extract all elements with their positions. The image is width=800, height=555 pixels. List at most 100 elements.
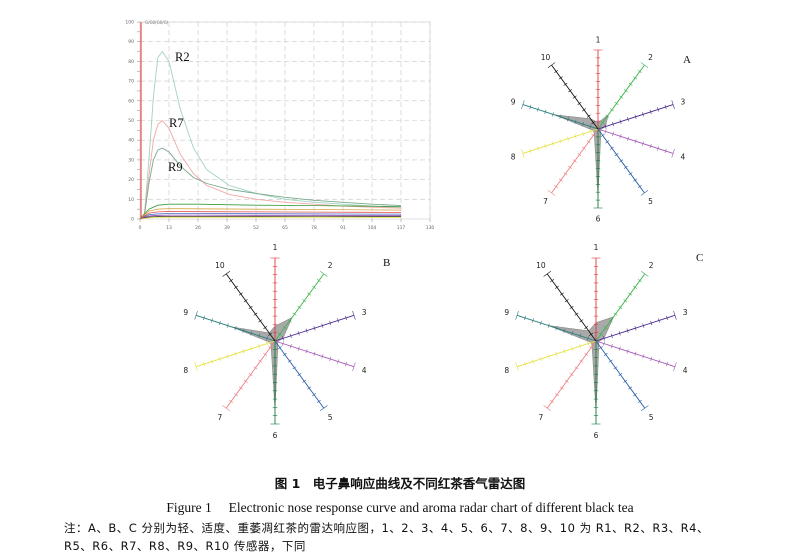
radar-axis-tick (664, 104, 667, 110)
y-tick-label: 60 (128, 98, 134, 104)
radar-axis-tick (234, 285, 238, 289)
y-tick-label: 90 (128, 39, 134, 45)
figure-note-line-1: 注：A、B、C 分别为轻、适度、重萎凋红茶的雷达响应图，1、2、3、4、5、6、… (64, 521, 709, 535)
radar-axis-tick (292, 366, 297, 370)
radar-axis-tick (626, 328, 629, 333)
x-tick-label: 130 (426, 225, 435, 231)
radar-axis-tick (587, 336, 590, 341)
radar-axis-tick (550, 279, 555, 283)
radar-axis-tick (637, 69, 642, 74)
radar-axis-tick (194, 310, 198, 320)
radar-axis-tick (584, 352, 589, 356)
radar-axis-tick (555, 325, 558, 331)
radar-axis-tick (650, 356, 653, 362)
radar-axis-tick (266, 336, 269, 341)
radar-axis-label-8: 8 (183, 366, 188, 375)
series-line-r2 (139, 50, 402, 220)
radar-axis-tick (515, 310, 519, 320)
radar-axis-tick (558, 76, 563, 80)
radar-axis-tick (302, 299, 307, 303)
radar-axis-tick (619, 119, 622, 124)
radar-axis-tick (666, 315, 669, 321)
radar-axis-tick (536, 107, 539, 112)
radar-axis-tick (531, 318, 534, 323)
radar-axis-tick (613, 312, 618, 316)
radar-axis-tick (610, 343, 613, 349)
radar-axis-tick (637, 399, 642, 403)
radar-axis-label-9: 9 (183, 308, 188, 317)
radar-axis-tick (658, 318, 661, 323)
radar-axis-tick (579, 319, 584, 323)
radar-axis-tick (253, 312, 258, 316)
radar-axis-tick (574, 312, 579, 316)
radar-axis-tick (302, 379, 307, 383)
radar-axis-tick (566, 117, 569, 122)
radar-axis-label-3: 3 (362, 308, 367, 317)
radar-axis-tick (614, 153, 619, 157)
radar-axis-label-8: 8 (511, 153, 516, 162)
radar-axis-tick (551, 141, 554, 146)
radar-axis-tick (345, 315, 348, 321)
radar-axis-label-10: 10 (215, 261, 225, 270)
radar-axis-tick (589, 332, 594, 336)
radar-axis-tick (633, 285, 637, 289)
radar-axis-tick (329, 356, 332, 362)
radar-axis-tick (555, 285, 559, 289)
radar-axis-tick (521, 149, 525, 158)
radar-axis-tick (544, 143, 547, 149)
radar-axis-tick (604, 124, 607, 129)
radar-axis-label-1: 1 (594, 243, 599, 252)
radar-axis-tick (569, 373, 574, 377)
radar-axis-tick (564, 299, 569, 303)
radar-axis-tick (258, 319, 263, 323)
radar-axis-tick (523, 361, 526, 367)
radar-axis-tick (345, 361, 348, 367)
radar-axis-tick (637, 279, 642, 283)
radar-axis-label-9: 9 (504, 308, 509, 317)
radar-axis-tick (312, 393, 316, 397)
radar-axis-tick (202, 361, 205, 367)
radar-axis-tick (623, 379, 628, 383)
caption-chinese: 图 1 电子鼻响应曲线及不同红茶香气雷达图 (274, 476, 526, 491)
radar-axis-tick (248, 305, 253, 309)
radar-axis-label-2: 2 (649, 261, 654, 270)
radar-axis-tick (297, 331, 300, 336)
radar-axis-tick (515, 362, 519, 372)
radar-axis-tick (547, 323, 550, 328)
series-line-sensor-8 (139, 215, 401, 220)
radar-axis-tick (640, 190, 649, 196)
radar-axis-tick (250, 346, 253, 351)
radar-panel-label: A (683, 54, 691, 66)
radar-axis-tick (618, 305, 623, 309)
radar-axis-tick (589, 124, 592, 129)
radar-axis-tick (649, 143, 652, 149)
radar-axis-tick (316, 279, 321, 283)
figure-note-line-2: R5、R6、R7、R8、R9、R10 传感器，下同 (64, 539, 306, 553)
radar-axis-tick (305, 349, 308, 354)
x-tick-label: 78 (311, 225, 317, 231)
response-curve-chart: 0 10 20 30 40 50 60 70 80 90 100 0 13 26 39 52 65 78 91 104… (125, 20, 434, 232)
x-tick-label: 52 (253, 225, 259, 231)
radar-axis-tick (568, 89, 573, 93)
radar-axis-tick (544, 109, 547, 115)
radar-value-polygon (554, 114, 609, 197)
x-tick-label: 104 (368, 225, 377, 231)
radar-axis-label-5: 5 (649, 413, 654, 422)
radar-axis-tick (605, 114, 610, 118)
radar-axis-label-10: 10 (536, 261, 546, 270)
radar-axis-tick (242, 328, 245, 333)
radar-axis-tick (634, 351, 637, 357)
radar-axis-tick (319, 270, 328, 277)
series-label-r2: R2 (175, 50, 190, 64)
radar-axis-tick (210, 359, 213, 364)
radar-axis-tick (634, 325, 637, 331)
radar-axis-tick (650, 320, 653, 326)
radar-axis-tick (523, 315, 526, 321)
radar-axis-tick (628, 82, 633, 86)
radar-axis-tick (297, 346, 300, 351)
radar-axis-label-4: 4 (683, 366, 688, 375)
radar-axis-tick (234, 325, 237, 331)
radar-axis-label-2: 2 (648, 53, 653, 62)
radar-axis-tick (250, 331, 253, 336)
radar-axis-tick (582, 131, 584, 137)
